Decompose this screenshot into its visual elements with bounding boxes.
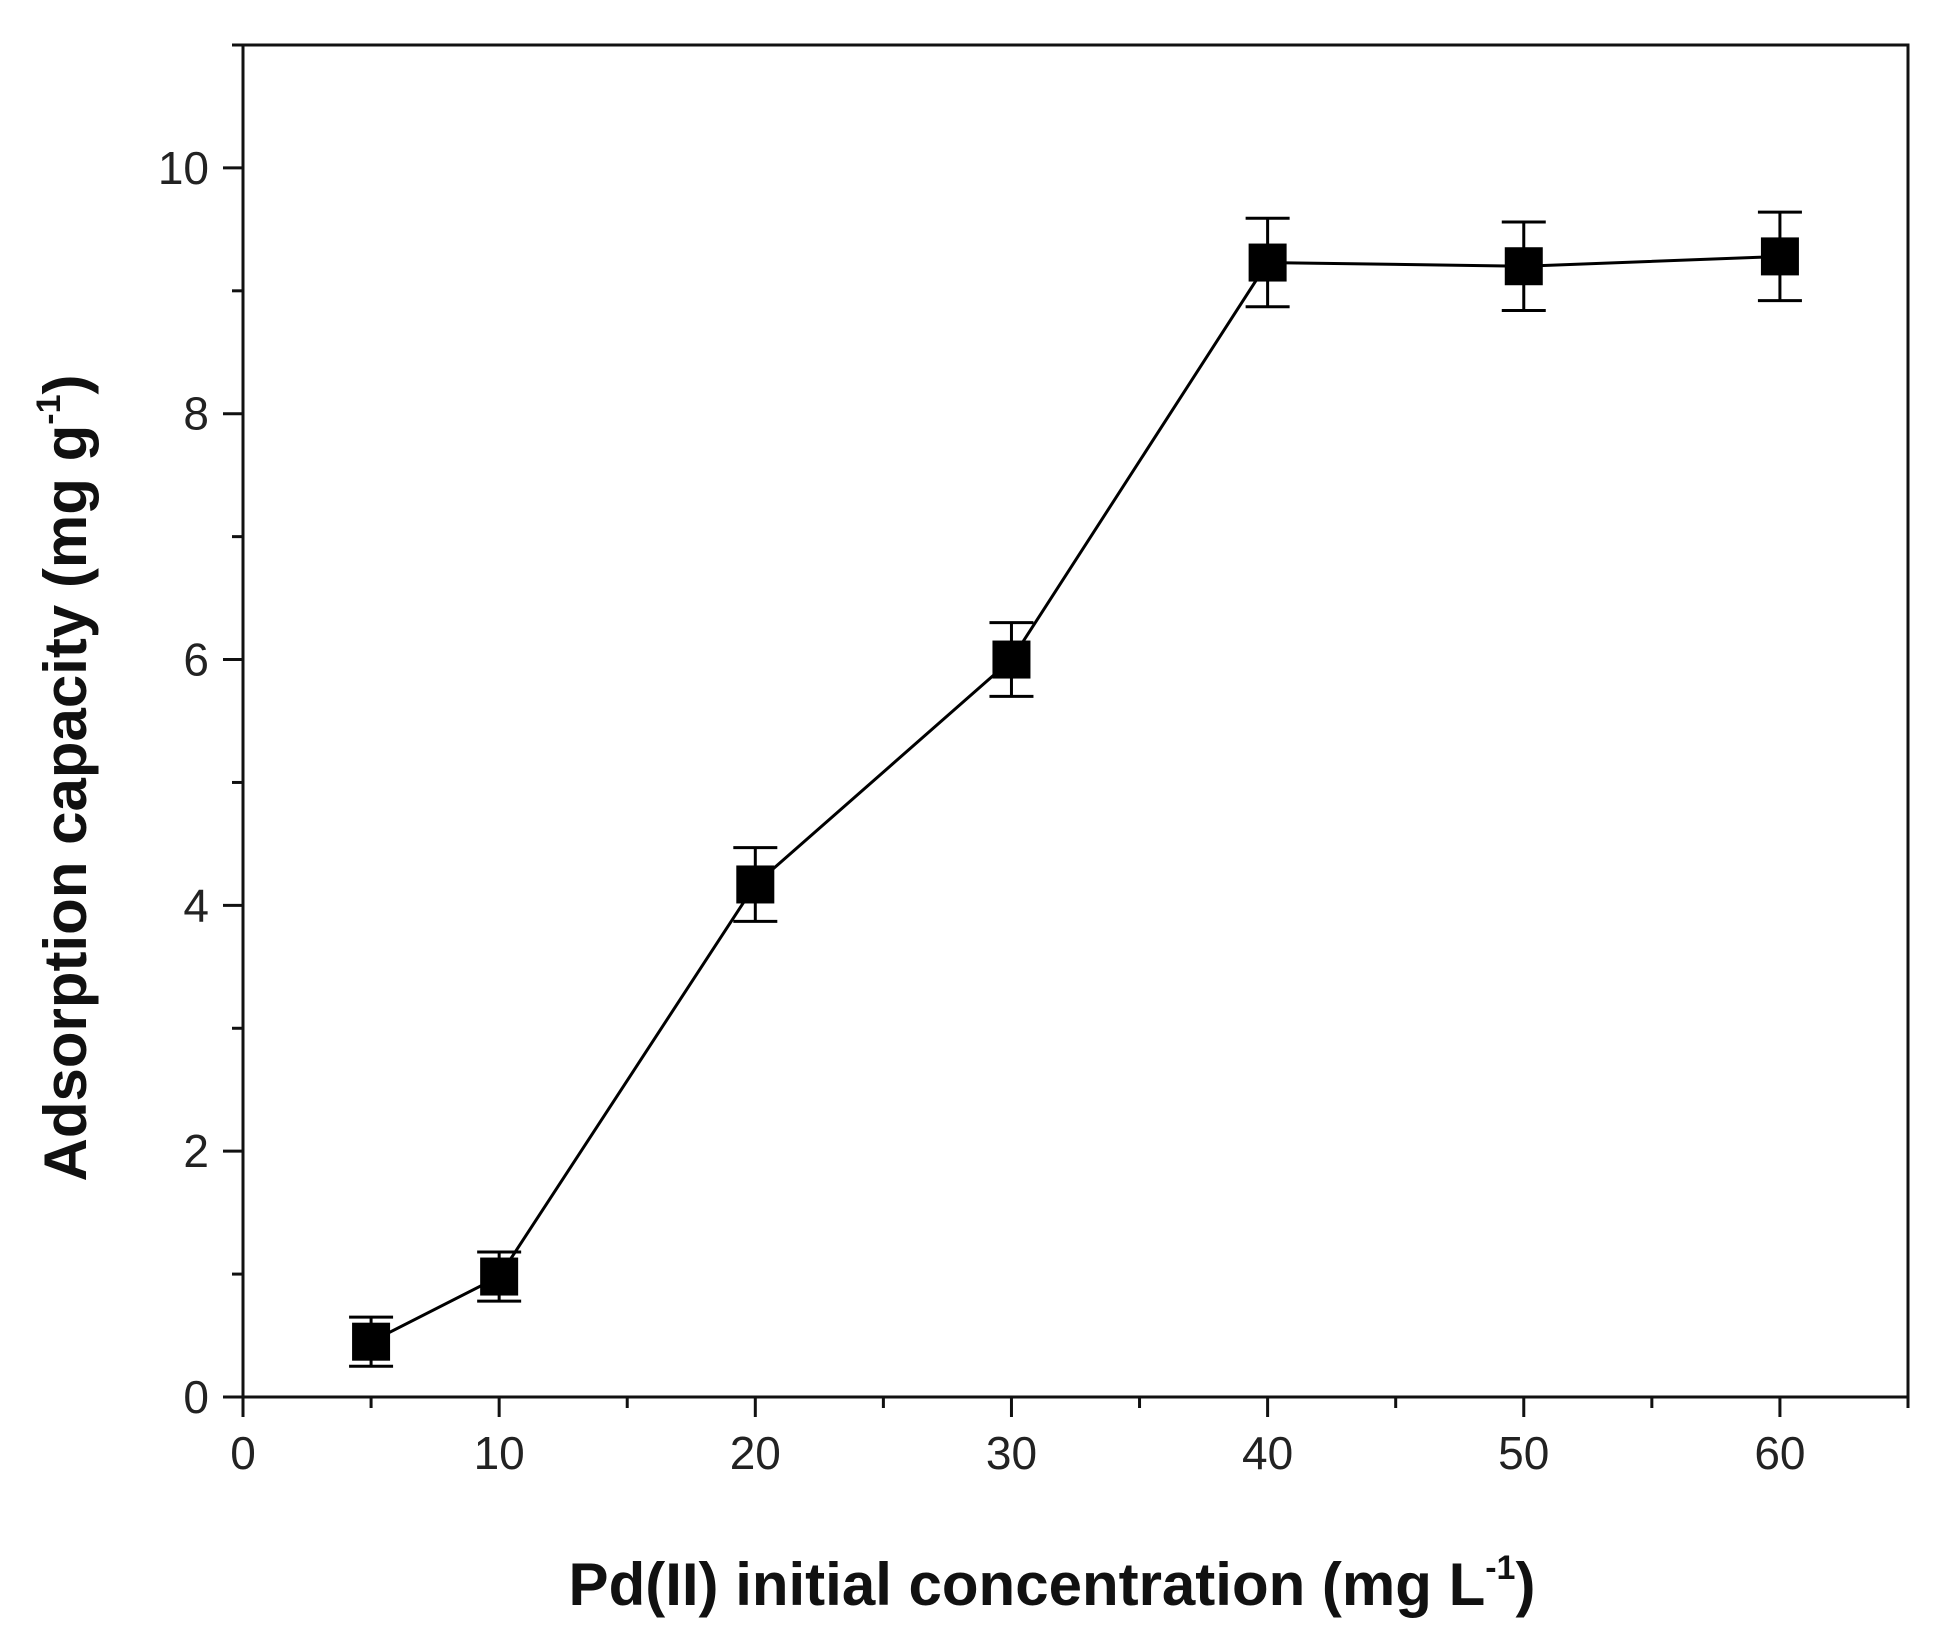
x-tick-label: 10 (474, 1427, 525, 1479)
y-tick-label: 6 (183, 634, 209, 686)
x-tick-label: 50 (1498, 1427, 1549, 1479)
data-point (736, 865, 775, 904)
x-tick-label: 30 (986, 1427, 1037, 1479)
y-tick-label: 4 (183, 879, 209, 931)
x-tick-label: 60 (1754, 1427, 1805, 1479)
x-tick-label: 0 (230, 1427, 256, 1479)
data-point (1504, 247, 1543, 286)
x-axis-title-sup: -1 (1485, 1549, 1515, 1587)
y-axis-title-text: Adsorption capacity (mg g (32, 425, 99, 1182)
data-point (1248, 243, 1287, 282)
x-tick-label: 20 (730, 1427, 781, 1479)
data-point (480, 1257, 519, 1296)
y-tick-label: 8 (183, 388, 209, 440)
x-axis-title-suffix: ) (1515, 1551, 1535, 1618)
plot-frame (241, 43, 1910, 1399)
x-axis-title-text: Pd(II) initial concentration (mg L (569, 1551, 1486, 1618)
series-line (370, 254, 1780, 1344)
y-axis-title-suffix: ) (32, 375, 99, 395)
series-layer (349, 210, 1802, 1368)
data-point (1760, 237, 1799, 276)
x-axis-title: Pd(II) initial concentration (mg L-1) (569, 1549, 1536, 1618)
y-axis-title: Adsorption capacity (mg g-1) (30, 375, 99, 1182)
y-tick-label: 2 (183, 1125, 209, 1177)
data-point (992, 640, 1031, 679)
y-axis-title-sup: -1 (30, 395, 68, 425)
axis-ticks (223, 43, 1910, 1417)
y-tick-label: 10 (158, 142, 209, 194)
data-point (352, 1322, 391, 1361)
x-tick-label: 40 (1242, 1427, 1293, 1479)
y-tick-label: 0 (183, 1371, 209, 1423)
axis-tick-labels: 0 10 20 30 40 50 60 0 2 4 6 8 10 (158, 142, 1806, 1479)
